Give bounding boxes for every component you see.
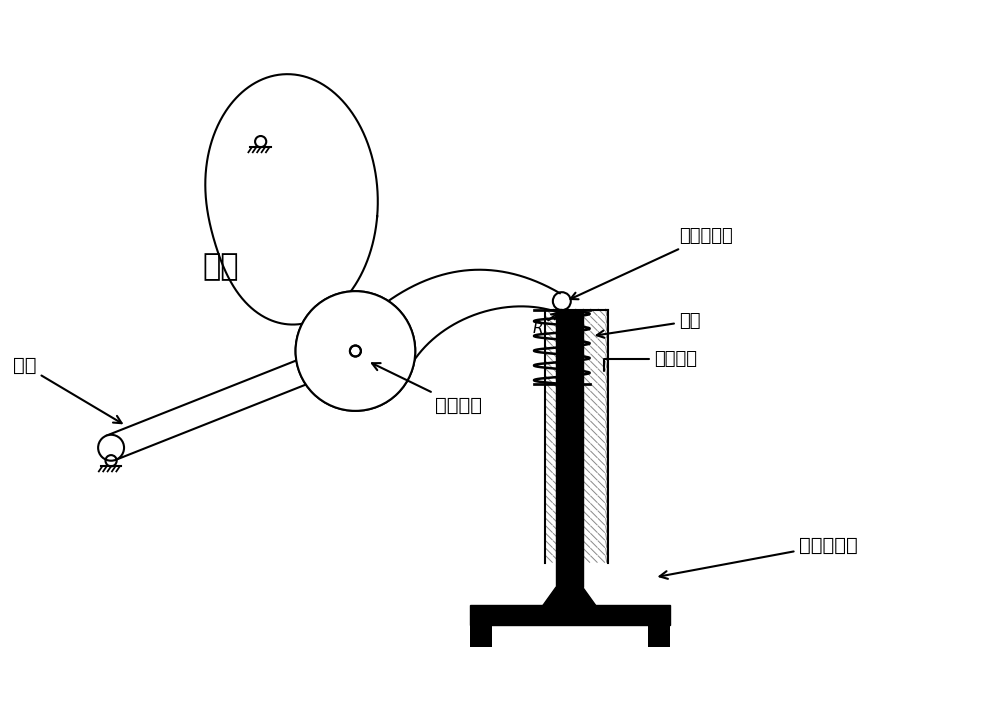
Text: 喟雨器音圈: 喟雨器音圈 [660,535,858,579]
Polygon shape [470,605,670,625]
Polygon shape [106,339,360,460]
Circle shape [98,435,124,461]
Text: 凸轮: 凸轮 [203,252,239,281]
Text: 摇臂: 摇臂 [13,356,122,423]
Polygon shape [543,587,596,605]
Text: R: R [533,313,558,336]
Text: 摇臂滚柱: 摇臂滚柱 [372,363,482,415]
Polygon shape [205,74,378,324]
Text: 弹簧: 弹簧 [597,312,701,338]
Circle shape [296,292,415,411]
Circle shape [338,334,372,368]
Polygon shape [545,310,608,563]
Text: 进排气道: 进排气道 [604,350,698,371]
Circle shape [296,292,415,411]
Polygon shape [648,625,670,647]
Text: 接触面圆心: 接触面圆心 [570,228,733,299]
Polygon shape [385,269,560,366]
Polygon shape [556,310,583,587]
Polygon shape [470,625,492,647]
